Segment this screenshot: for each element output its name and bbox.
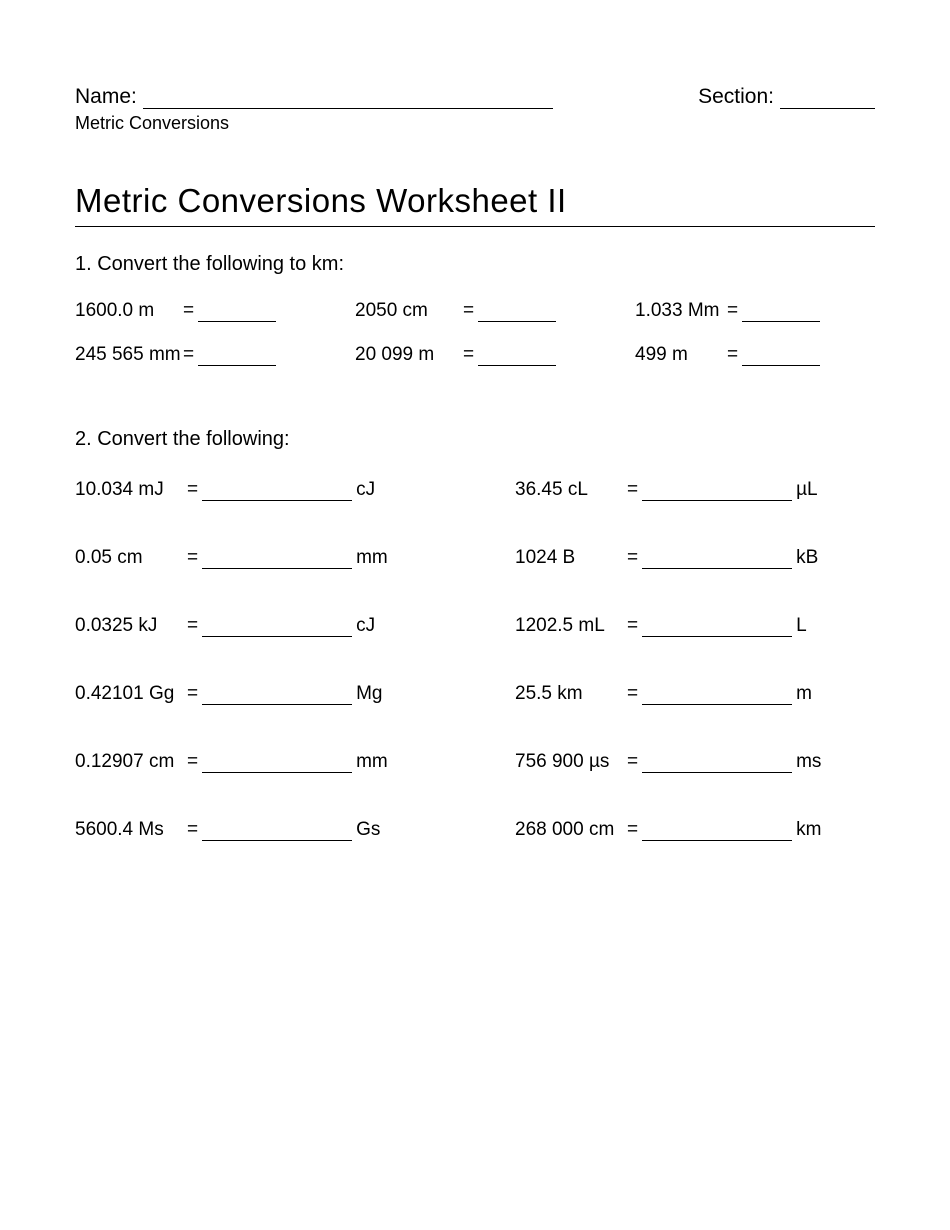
target-unit: mm bbox=[356, 751, 388, 773]
s2-item: 0.42101 Gg = Mg bbox=[75, 683, 515, 705]
s1-item: 2050 cm = bbox=[355, 300, 635, 322]
equals-sign: = bbox=[463, 300, 474, 322]
s2-value: 1202.5 mL bbox=[515, 615, 627, 637]
equals-sign: = bbox=[727, 300, 738, 322]
equals-sign: = bbox=[187, 615, 198, 637]
answer-blank[interactable] bbox=[742, 304, 820, 322]
answer-blank[interactable] bbox=[202, 755, 352, 773]
equals-sign: = bbox=[463, 344, 474, 366]
target-unit: mm bbox=[356, 547, 388, 569]
answer-blank[interactable] bbox=[202, 619, 352, 637]
s2-value: 36.45 cL bbox=[515, 479, 627, 501]
s2-item: 25.5 km = m bbox=[515, 683, 875, 705]
worksheet-page: Name: Section: Metric Conversions Metric… bbox=[0, 0, 950, 1230]
s2-value: 268 000 cm bbox=[515, 819, 627, 841]
s1-item: 245 565 mm = bbox=[75, 344, 355, 366]
s1-item: 1600.0 m = bbox=[75, 300, 355, 322]
s1-value: 499 m bbox=[635, 344, 727, 366]
s2-item: 268 000 cm = km bbox=[515, 819, 875, 841]
s2-item: 5600.4 Ms = Gs bbox=[75, 819, 515, 841]
s2-value: 756 900 µs bbox=[515, 751, 627, 773]
section-label: Section: bbox=[698, 85, 774, 109]
s2-item: 1202.5 mL = L bbox=[515, 615, 875, 637]
s2-item: 0.0325 kJ = cJ bbox=[75, 615, 515, 637]
s2-value: 1024 B bbox=[515, 547, 627, 569]
s2-item: 756 900 µs = ms bbox=[515, 751, 875, 773]
equals-sign: = bbox=[187, 683, 198, 705]
s1-item: 499 m = bbox=[635, 344, 875, 366]
answer-blank[interactable] bbox=[642, 687, 792, 705]
name-block: Name: bbox=[75, 85, 553, 109]
equals-sign: = bbox=[187, 819, 198, 841]
target-unit: ms bbox=[796, 751, 824, 773]
question-1-heading: 1. Convert the following to km: bbox=[75, 253, 875, 276]
equals-sign: = bbox=[187, 479, 198, 501]
header-subtitle: Metric Conversions bbox=[75, 113, 875, 134]
header-row: Name: Section: bbox=[75, 85, 875, 109]
s2-item: 10.034 mJ = cJ bbox=[75, 479, 515, 501]
answer-blank[interactable] bbox=[642, 755, 792, 773]
equals-sign: = bbox=[187, 547, 198, 569]
name-input-line[interactable] bbox=[143, 89, 553, 109]
target-unit: Gs bbox=[356, 819, 384, 841]
s2-value: 0.05 cm bbox=[75, 547, 187, 569]
section-2-grid: 10.034 mJ = cJ 36.45 cL = µL 0.05 cm = m… bbox=[75, 479, 875, 841]
s2-value: 10.034 mJ bbox=[75, 479, 187, 501]
target-unit: Mg bbox=[356, 683, 384, 705]
s2-value: 0.42101 Gg bbox=[75, 683, 187, 705]
s1-value: 2050 cm bbox=[355, 300, 463, 322]
s1-item: 1.033 Mm = bbox=[635, 300, 875, 322]
s2-item: 0.12907 cm = mm bbox=[75, 751, 515, 773]
answer-blank[interactable] bbox=[198, 348, 276, 366]
worksheet-title: Metric Conversions Worksheet II bbox=[75, 182, 875, 227]
answer-blank[interactable] bbox=[202, 687, 352, 705]
answer-blank[interactable] bbox=[202, 823, 352, 841]
answer-blank[interactable] bbox=[642, 823, 792, 841]
equals-sign: = bbox=[183, 344, 194, 366]
target-unit: m bbox=[796, 683, 824, 705]
equals-sign: = bbox=[727, 344, 738, 366]
s2-item: 0.05 cm = mm bbox=[75, 547, 515, 569]
equals-sign: = bbox=[627, 683, 638, 705]
answer-blank[interactable] bbox=[202, 483, 352, 501]
answer-blank[interactable] bbox=[478, 304, 556, 322]
s2-item: 1024 B = kB bbox=[515, 547, 875, 569]
s2-value: 0.0325 kJ bbox=[75, 615, 187, 637]
target-unit: kB bbox=[796, 547, 824, 569]
s1-item: 20 099 m = bbox=[355, 344, 635, 366]
s1-value: 1.033 Mm bbox=[635, 300, 727, 322]
name-label: Name: bbox=[75, 85, 137, 109]
answer-blank[interactable] bbox=[478, 348, 556, 366]
target-unit: cJ bbox=[356, 615, 384, 637]
answer-blank[interactable] bbox=[198, 304, 276, 322]
target-unit: km bbox=[796, 819, 824, 841]
section-block: Section: bbox=[698, 85, 875, 109]
equals-sign: = bbox=[627, 819, 638, 841]
s2-item: 36.45 cL = µL bbox=[515, 479, 875, 501]
s2-value: 25.5 km bbox=[515, 683, 627, 705]
target-unit: µL bbox=[796, 479, 824, 501]
answer-blank[interactable] bbox=[742, 348, 820, 366]
answer-blank[interactable] bbox=[642, 551, 792, 569]
s2-value: 5600.4 Ms bbox=[75, 819, 187, 841]
s1-value: 245 565 mm bbox=[75, 344, 183, 366]
question-2-heading: 2. Convert the following: bbox=[75, 428, 875, 451]
equals-sign: = bbox=[627, 615, 638, 637]
section-input-line[interactable] bbox=[780, 89, 875, 109]
s1-value: 20 099 m bbox=[355, 344, 463, 366]
answer-blank[interactable] bbox=[642, 483, 792, 501]
equals-sign: = bbox=[627, 479, 638, 501]
target-unit: L bbox=[796, 615, 824, 637]
equals-sign: = bbox=[627, 547, 638, 569]
s2-value: 0.12907 cm bbox=[75, 751, 187, 773]
section-1-grid: 1600.0 m = 2050 cm = 1.033 Mm = 245 565 … bbox=[75, 300, 875, 366]
answer-blank[interactable] bbox=[202, 551, 352, 569]
target-unit: cJ bbox=[356, 479, 384, 501]
s1-value: 1600.0 m bbox=[75, 300, 183, 322]
equals-sign: = bbox=[187, 751, 198, 773]
equals-sign: = bbox=[183, 300, 194, 322]
equals-sign: = bbox=[627, 751, 638, 773]
answer-blank[interactable] bbox=[642, 619, 792, 637]
